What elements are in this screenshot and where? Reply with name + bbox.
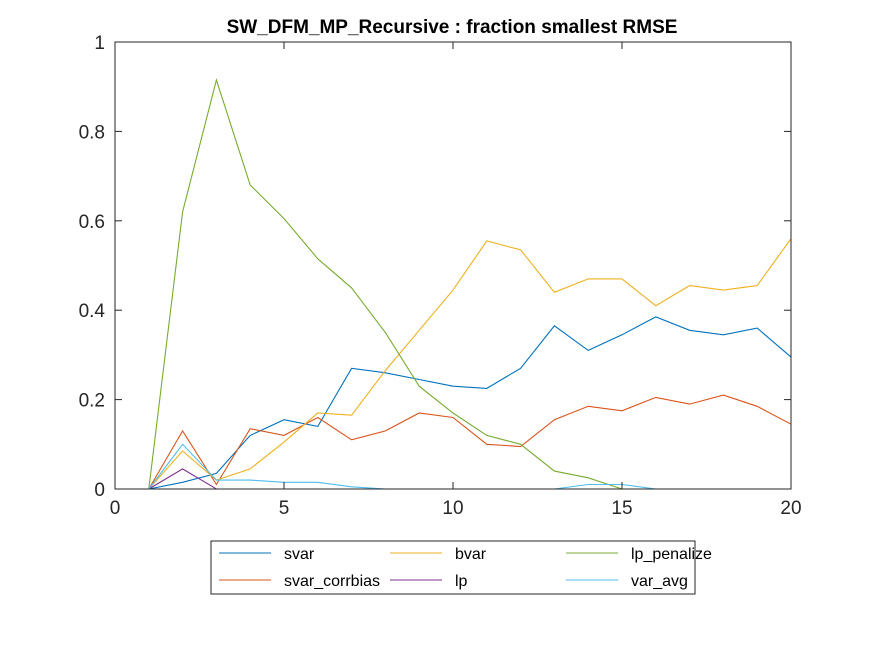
x-tick-label: 10 <box>442 498 463 519</box>
y-tick-label: 0.6 <box>79 212 105 233</box>
plot-area <box>115 42 791 489</box>
y-tick-label: 0.4 <box>79 301 106 322</box>
chart-title: SW_DFM_MP_Recursive : fraction smallest … <box>227 17 678 38</box>
axes-layer: 0 5 10 15 20 0 0.2 0.4 0.6 0.8 1 <box>79 33 802 519</box>
series-line-bvar <box>148 238 792 490</box>
x-tick-label: 15 <box>611 498 632 519</box>
x-tick-label: 5 <box>279 498 290 519</box>
series-line-svar-corrbias <box>148 394 792 490</box>
legend-label-bvar: bvar <box>455 546 487 563</box>
legend-label-lp-penalize: lp_penalize <box>631 546 712 563</box>
y-tick-label: 0.8 <box>79 122 105 143</box>
x-tick-label: 0 <box>110 498 121 519</box>
legend-label-var-avg: var_avg <box>631 573 688 590</box>
series-line-svar <box>148 316 792 490</box>
legend-label-svar-corrbias: svar_corrbias <box>284 573 380 590</box>
legend-label-lp: lp <box>455 573 468 590</box>
legend: svar bvar lp_penalize svar_corrbias lp var_av… <box>210 540 712 595</box>
y-tick-label: 0.2 <box>79 391 105 412</box>
legend-box <box>210 540 696 595</box>
legend-label-svar: svar <box>284 546 315 563</box>
x-tick-label: 20 <box>780 498 801 519</box>
y-tick-label: 0 <box>94 480 105 501</box>
y-tick-label: 1 <box>94 33 105 54</box>
